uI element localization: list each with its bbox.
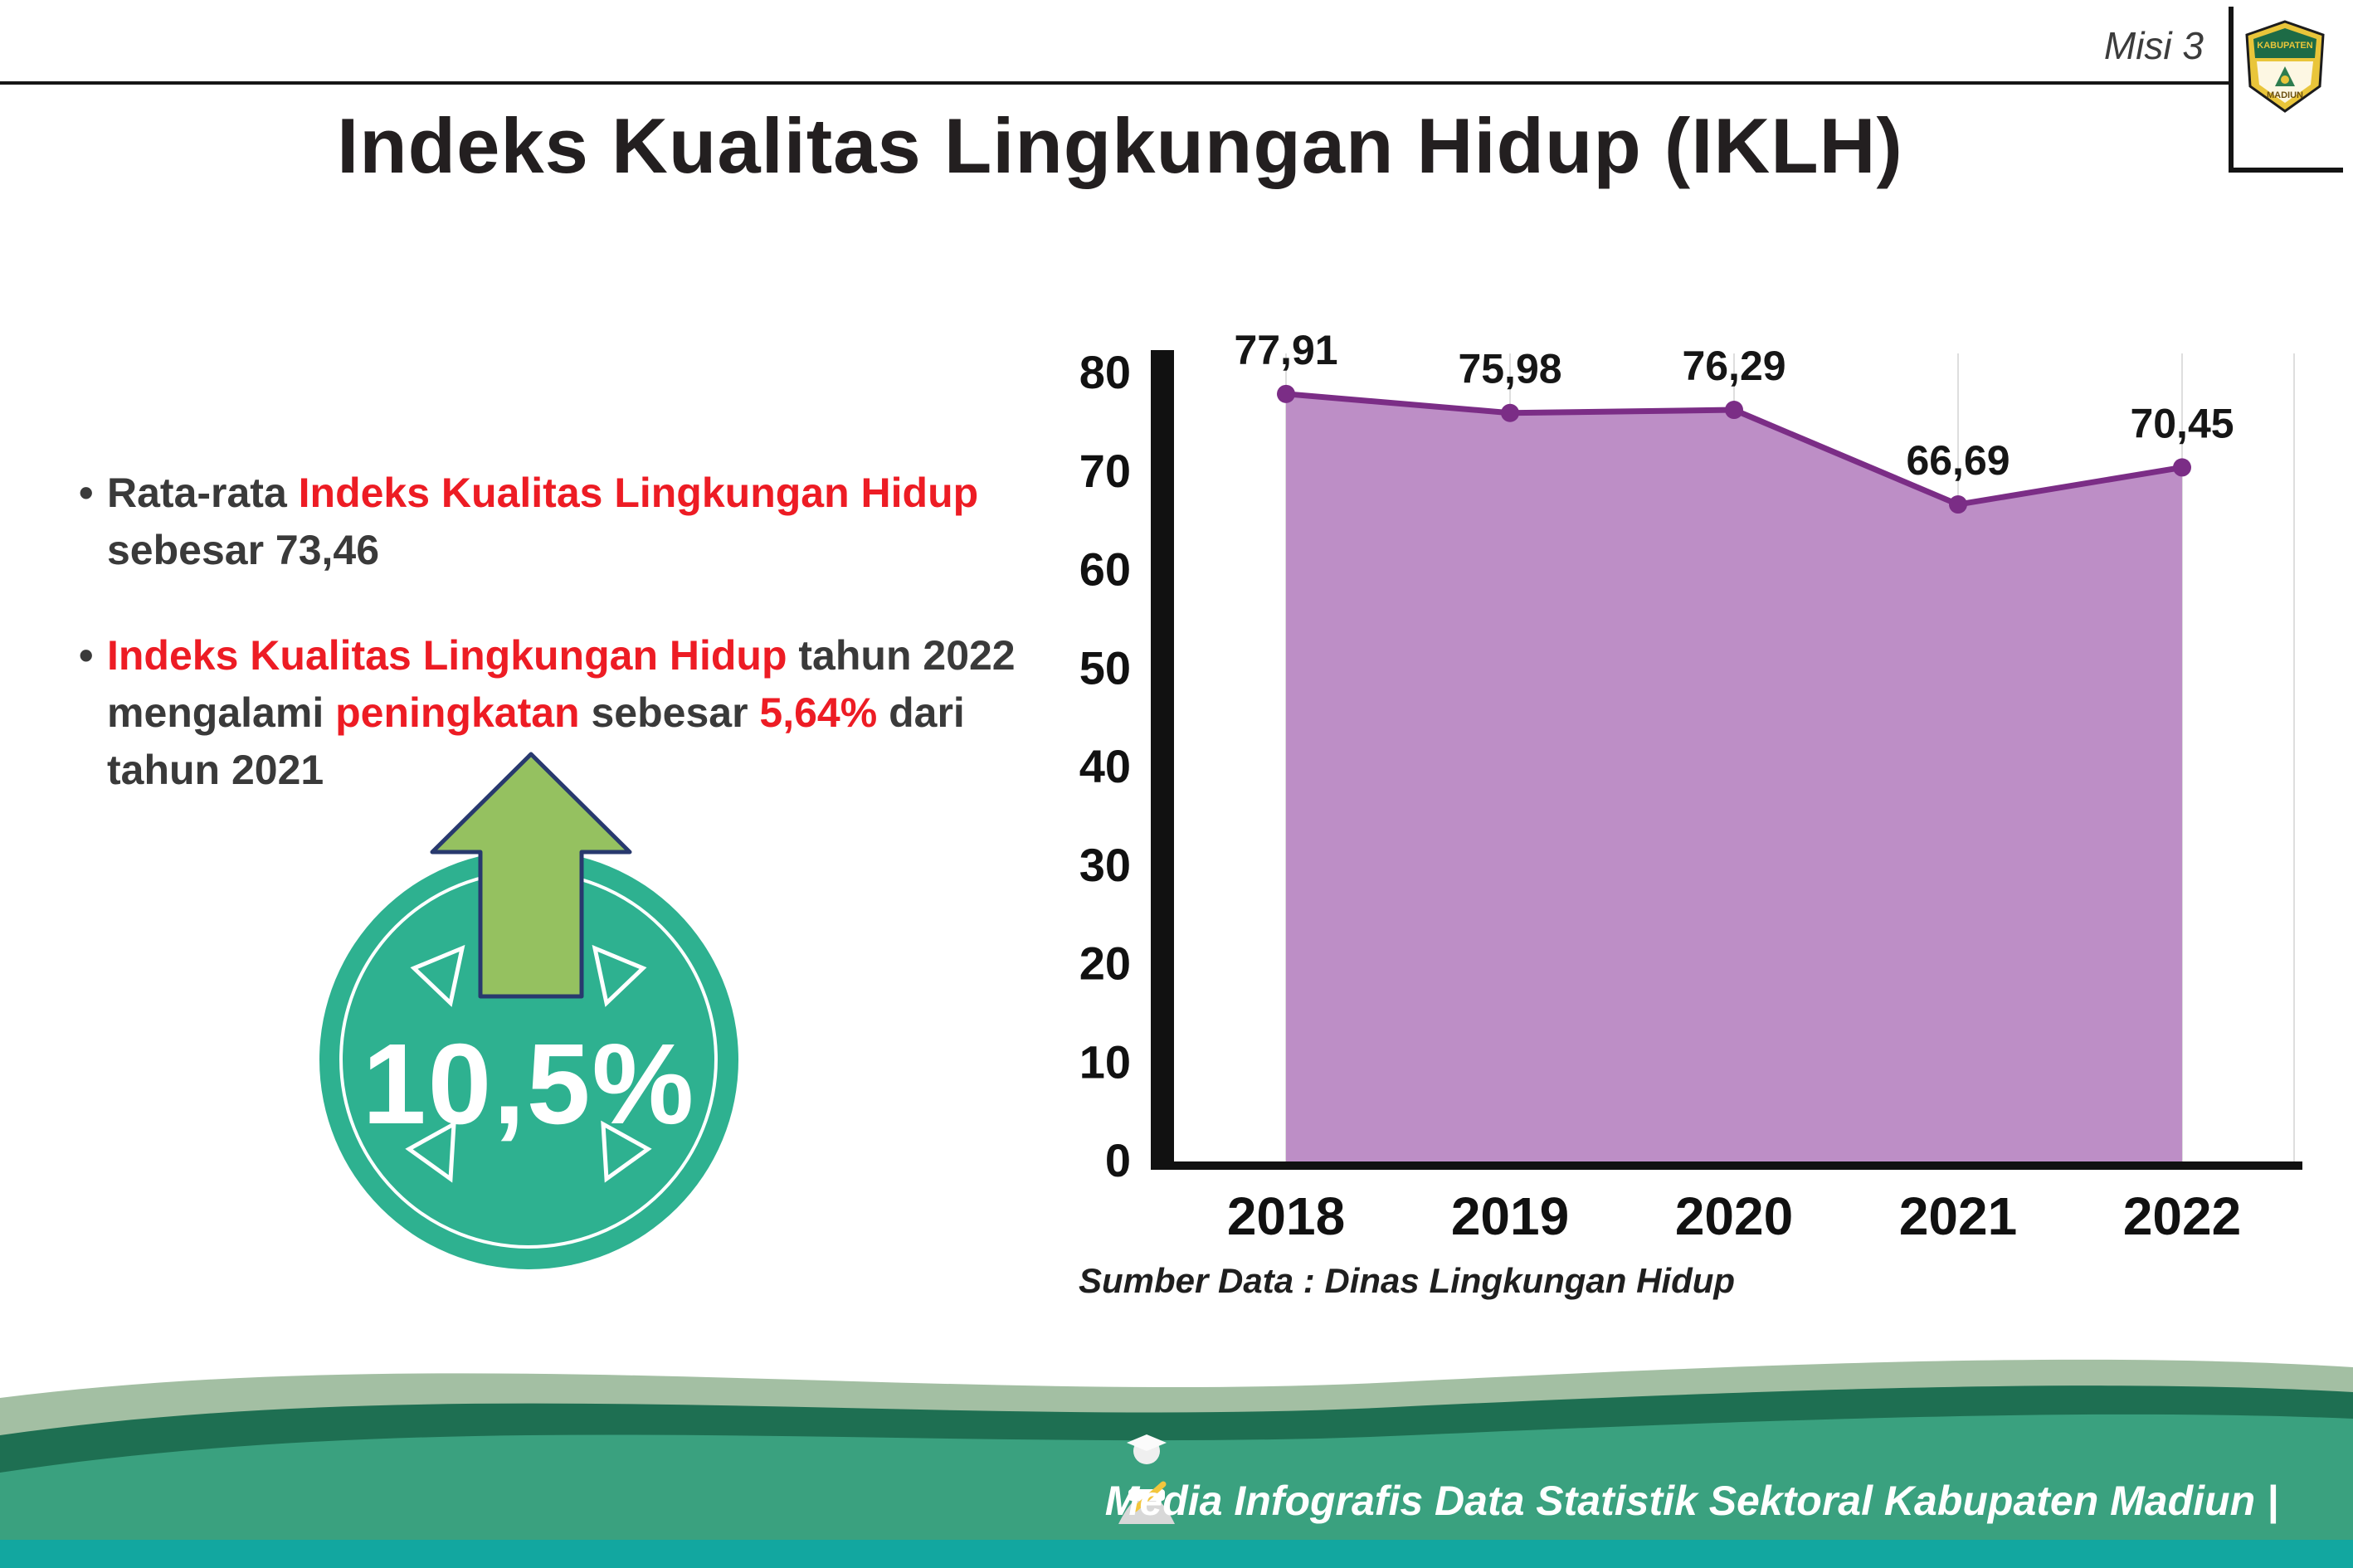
svg-text:0: 0 <box>1105 1134 1131 1186</box>
svg-text:70: 70 <box>1079 445 1131 497</box>
text-segment: sebesar <box>579 689 760 736</box>
iklh-chart-container: 77,91 75,98 76,29 66,69 70,45 0 10 20 30 40 50 60 70… <box>1033 282 2327 1286</box>
up-arrow-icon <box>430 752 632 999</box>
svg-text:2021: 2021 <box>1899 1186 2017 1246</box>
svg-text:30: 30 <box>1079 839 1131 891</box>
svg-text:77,91: 77,91 <box>1234 327 1337 373</box>
svg-text:66,69: 66,69 <box>1906 437 2010 484</box>
svg-text:60: 60 <box>1079 543 1131 596</box>
svg-text:10: 10 <box>1079 1035 1131 1088</box>
svg-text:MADIUN: MADIUN <box>2267 90 2303 100</box>
footer-caption: Media Infografis Data Statistik Sektoral… <box>1104 1478 2278 1524</box>
svg-text:2022: 2022 <box>2123 1186 2241 1246</box>
source-caption: Sumber Data : Dinas Lingkungan Hidup <box>1079 1261 1736 1300</box>
svg-text:70,45: 70,45 <box>2130 400 2234 446</box>
svg-text:40: 40 <box>1079 740 1131 792</box>
bullet-list: • Rata-rata Indeks Kualitas Lingkungan Hi… <box>79 465 1050 847</box>
svg-text:75,98: 75,98 <box>1458 346 1561 392</box>
iklh-area-chart: 77,91 75,98 76,29 66,69 70,45 0 10 20 30 40 50 60 70… <box>1079 327 2302 1246</box>
bullet-increase-2022: • Indeks Kualitas Lingkungan Hidup tahun … <box>79 627 1050 799</box>
svg-text:76,29: 76,29 <box>1682 343 1785 389</box>
text-segment-highlight: Indeks Kualitas Lingkungan Hidup <box>298 470 979 516</box>
svg-text:80: 80 <box>1079 346 1131 398</box>
footer-wave-decoration <box>0 1359 2353 1568</box>
bullet-average-iklh: • Rata-rata Indeks Kualitas Lingkungan Hi… <box>79 465 1050 579</box>
bullet-dot: • <box>79 470 94 516</box>
page-title: Indeks Kualitas Lingkungan Hidup (IKLH) <box>337 102 1903 189</box>
kabupaten-madiun-logo: KABUPATEN MADIUN <box>2227 7 2343 173</box>
text-segment: sebesar 73,46 <box>107 527 380 573</box>
bullet-dot: • <box>79 632 94 679</box>
svg-text:50: 50 <box>1079 641 1131 694</box>
svg-text:KABUPATEN: KABUPATEN <box>2257 41 2312 51</box>
text-segment: Rata-rata <box>107 470 299 516</box>
text-segment-highlight: 5,64% <box>759 689 878 736</box>
svg-text:20: 20 <box>1079 937 1131 990</box>
text-segment: tahun 2022 mengalami <box>107 632 1016 736</box>
misi-label: Misi 3 <box>2103 24 2204 67</box>
text-segment: dari tahun 2021 <box>107 689 965 793</box>
svg-text:2019: 2019 <box>1451 1186 1569 1246</box>
header-divider <box>0 81 2234 85</box>
crest-icon: KABUPATEN MADIUN <box>2229 7 2343 173</box>
mascot-icon <box>1118 1434 1175 1524</box>
text-segment-highlight: Indeks Kualitas Lingkungan Hidup <box>107 632 787 679</box>
svg-text:2020: 2020 <box>1675 1186 1793 1246</box>
text-segment-highlight: peningkatan <box>335 689 580 736</box>
badge-value: 10,5% <box>362 1020 696 1148</box>
svg-text:2018: 2018 <box>1227 1186 1345 1246</box>
